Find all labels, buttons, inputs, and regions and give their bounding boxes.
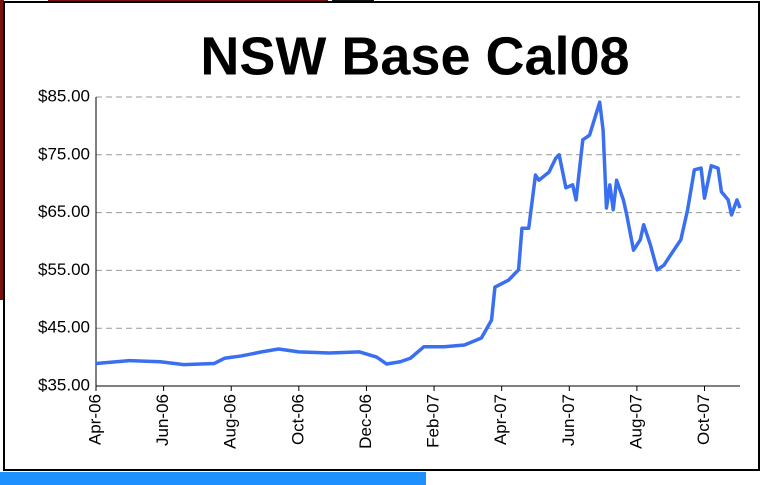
y-tick-label: $35.00 (38, 375, 90, 394)
chart-frame (3, 1, 760, 471)
x-tick-label: Apr-06 (85, 394, 104, 445)
chart-title: NSW Base Cal08 (200, 26, 629, 86)
line (95, 100, 742, 367)
x-tick-label: Dec-06 (356, 394, 375, 449)
y-tick-label: $55.00 (38, 260, 90, 279)
x-tick-label: Jun-06 (153, 394, 172, 446)
decor-bar (0, 0, 4, 300)
x-tick-label: Feb-07 (424, 394, 443, 448)
y-tick-label: $45.00 (38, 318, 90, 337)
x-tick-label: Oct-07 (694, 394, 713, 445)
decor-bar (0, 472, 426, 485)
x-tick-label: Aug-07 (626, 394, 645, 449)
y-tick-label: $65.00 (38, 202, 90, 221)
x-tick-label: Apr-07 (491, 394, 510, 445)
y-tick-label: $75.00 (38, 144, 90, 163)
y-tick-label: $85.00 (38, 86, 90, 105)
x-tick-label: Jun-07 (559, 394, 578, 446)
x-tick-label: Oct-06 (288, 394, 307, 445)
x-tick-label: Aug-06 (221, 394, 240, 449)
